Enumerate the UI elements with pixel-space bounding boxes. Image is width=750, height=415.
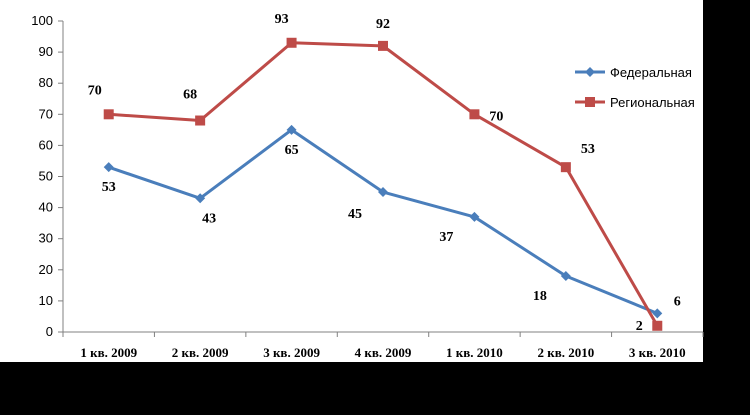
data-point <box>469 211 480 222</box>
y-tick-label: 20 <box>39 262 53 277</box>
legend-marker <box>585 97 595 107</box>
y-tick-label: 70 <box>39 106 53 121</box>
data-label: 70 <box>88 83 102 98</box>
y-tick-label: 10 <box>39 293 53 308</box>
legend-item-regional: Региональная <box>575 95 695 110</box>
legend: Федеральная Региональная <box>575 65 695 110</box>
x-tick-label: 2 кв. 2010 <box>537 345 594 360</box>
data-point <box>560 162 571 173</box>
data-label: 92 <box>376 17 390 32</box>
series-regional <box>103 37 663 331</box>
x-tick-label: 1 кв. 2009 <box>80 345 137 360</box>
legend-label: Региональная <box>610 95 695 110</box>
legend-label: Федеральная <box>610 65 692 80</box>
data-label: 70 <box>489 109 503 124</box>
data-label: 18 <box>533 289 547 304</box>
y-tick-label: 0 <box>46 324 53 339</box>
axes: 0 10 20 30 40 50 60 70 80 90 100 1 кв. 2009 2 кв. 20… <box>31 13 704 360</box>
legend-item-federal: Федеральная <box>575 65 692 80</box>
data-point <box>560 271 571 282</box>
data-point <box>103 162 114 173</box>
data-point <box>652 320 663 331</box>
data-label: 53 <box>102 180 116 195</box>
data-point <box>378 40 388 51</box>
x-tick-label: 3 кв. 2009 <box>263 345 320 360</box>
series-layer <box>103 37 663 331</box>
y-tick-label: 60 <box>39 137 53 152</box>
data-label: 37 <box>439 230 453 245</box>
data-labels: 53 43 65 45 37 18 6 70 68 93 92 70 53 2 <box>88 12 681 334</box>
y-tick-label: 30 <box>39 231 53 246</box>
y-tick-label: 100 <box>31 13 53 28</box>
series-federal <box>103 124 663 319</box>
chart-area <box>0 0 703 362</box>
data-label: 53 <box>581 142 595 157</box>
x-tick-label: 2 кв. 2009 <box>172 345 229 360</box>
x-tick-label: 4 кв. 2009 <box>355 345 412 360</box>
data-point <box>195 193 206 204</box>
data-label: 6 <box>674 294 681 309</box>
data-point <box>378 187 388 198</box>
y-tick-label: 80 <box>39 75 53 90</box>
y-tick-label: 50 <box>39 169 53 184</box>
data-point <box>286 124 297 135</box>
data-point <box>195 115 206 126</box>
data-point <box>469 109 480 120</box>
data-point <box>103 109 114 120</box>
y-tick-label: 90 <box>39 44 53 59</box>
data-label: 2 <box>636 319 643 334</box>
data-label: 65 <box>285 143 299 158</box>
legend-marker <box>585 67 595 77</box>
data-label: 45 <box>348 207 362 222</box>
y-tick-label: 40 <box>39 200 53 215</box>
data-label: 93 <box>275 12 289 27</box>
data-point <box>652 308 663 319</box>
x-tick-label: 3 кв. 2010 <box>629 345 686 360</box>
data-label: 68 <box>183 88 197 103</box>
data-label: 43 <box>202 211 216 226</box>
x-tick-label: 1 кв. 2010 <box>446 345 503 360</box>
data-point <box>286 37 297 48</box>
